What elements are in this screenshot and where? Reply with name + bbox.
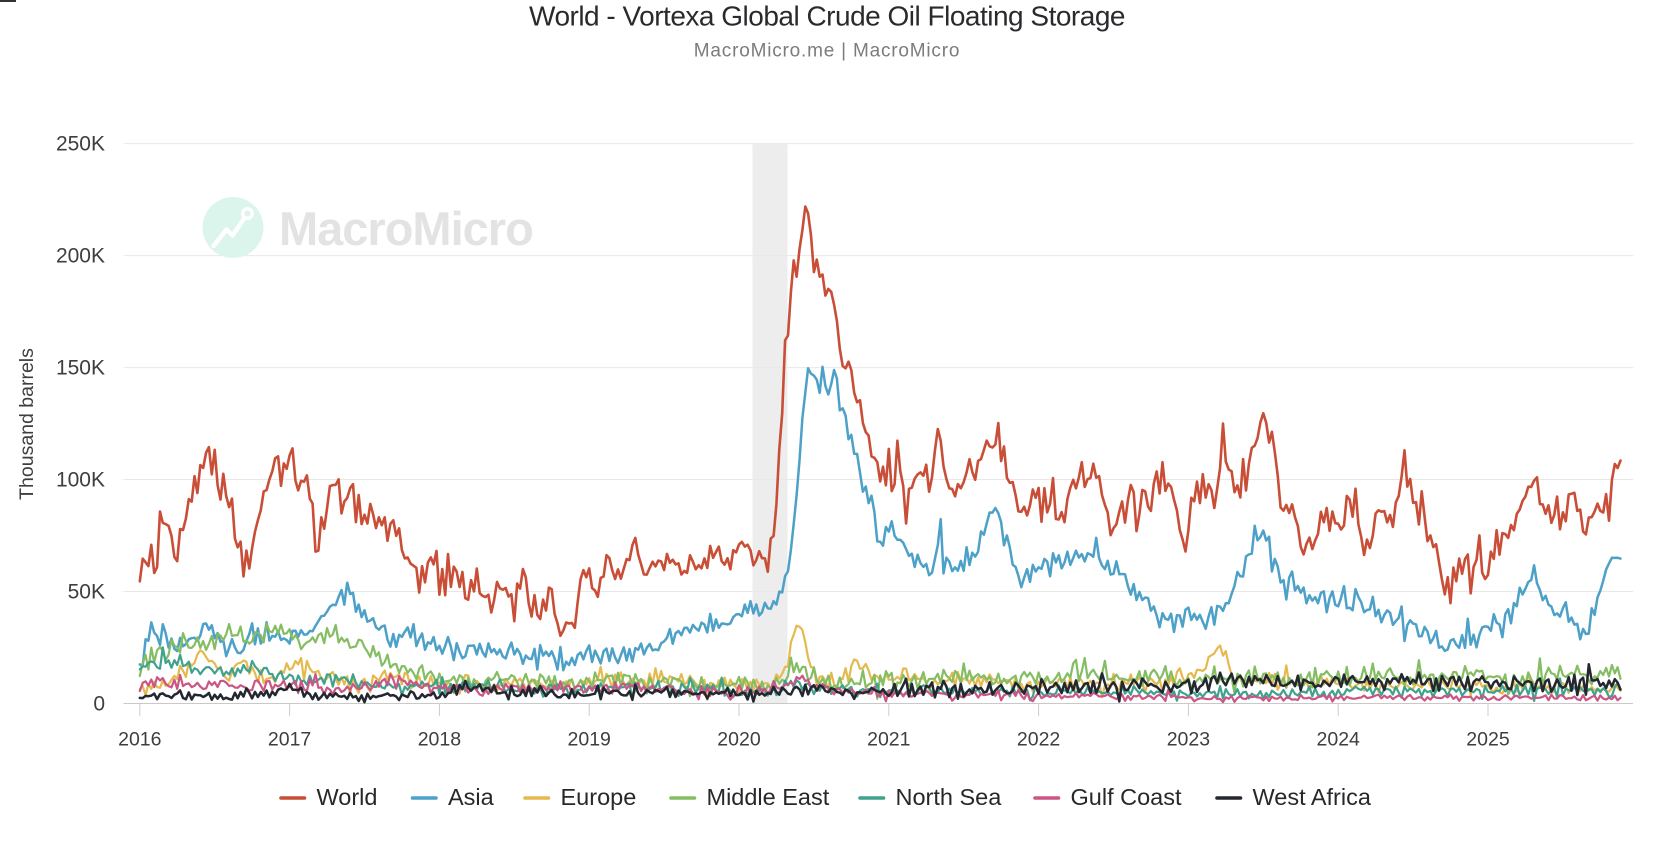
svg-text:50K: 50K (68, 581, 105, 604)
svg-text:2023: 2023 (1167, 729, 1210, 751)
svg-text:2024: 2024 (1317, 729, 1361, 751)
svg-text:Gulf Coast: Gulf Coast (1071, 784, 1182, 810)
svg-text:MacroMicro.me | MacroMicro: MacroMicro.me | MacroMicro (694, 41, 960, 62)
svg-text:2022: 2022 (1017, 729, 1060, 751)
svg-text:2017: 2017 (268, 729, 311, 751)
svg-text:Asia: Asia (448, 784, 495, 810)
svg-text:2020: 2020 (717, 729, 761, 751)
svg-text:World: World (317, 784, 378, 810)
svg-text:North Sea: North Sea (896, 784, 1003, 810)
svg-text:0: 0 (93, 693, 105, 716)
svg-text:Middle East: Middle East (707, 784, 830, 810)
svg-text:2019: 2019 (568, 729, 611, 751)
svg-text:World - Vortexa Global Crude O: World - Vortexa Global Crude Oil Floatin… (529, 1, 1125, 32)
svg-text:100K: 100K (56, 469, 105, 492)
svg-text:MacroMicro: MacroMicro (279, 202, 533, 255)
svg-text:200K: 200K (56, 245, 105, 268)
svg-text:2021: 2021 (867, 729, 910, 751)
svg-text:250K: 250K (56, 133, 105, 156)
svg-text:150K: 150K (56, 357, 105, 380)
svg-text:2018: 2018 (418, 729, 461, 751)
svg-text:2025: 2025 (1466, 729, 1510, 751)
svg-text:Europe: Europe (561, 784, 637, 810)
svg-text:Thousand barrels: Thousand barrels (16, 348, 38, 500)
svg-text:2016: 2016 (118, 729, 161, 751)
svg-text:West Africa: West Africa (1253, 784, 1372, 810)
